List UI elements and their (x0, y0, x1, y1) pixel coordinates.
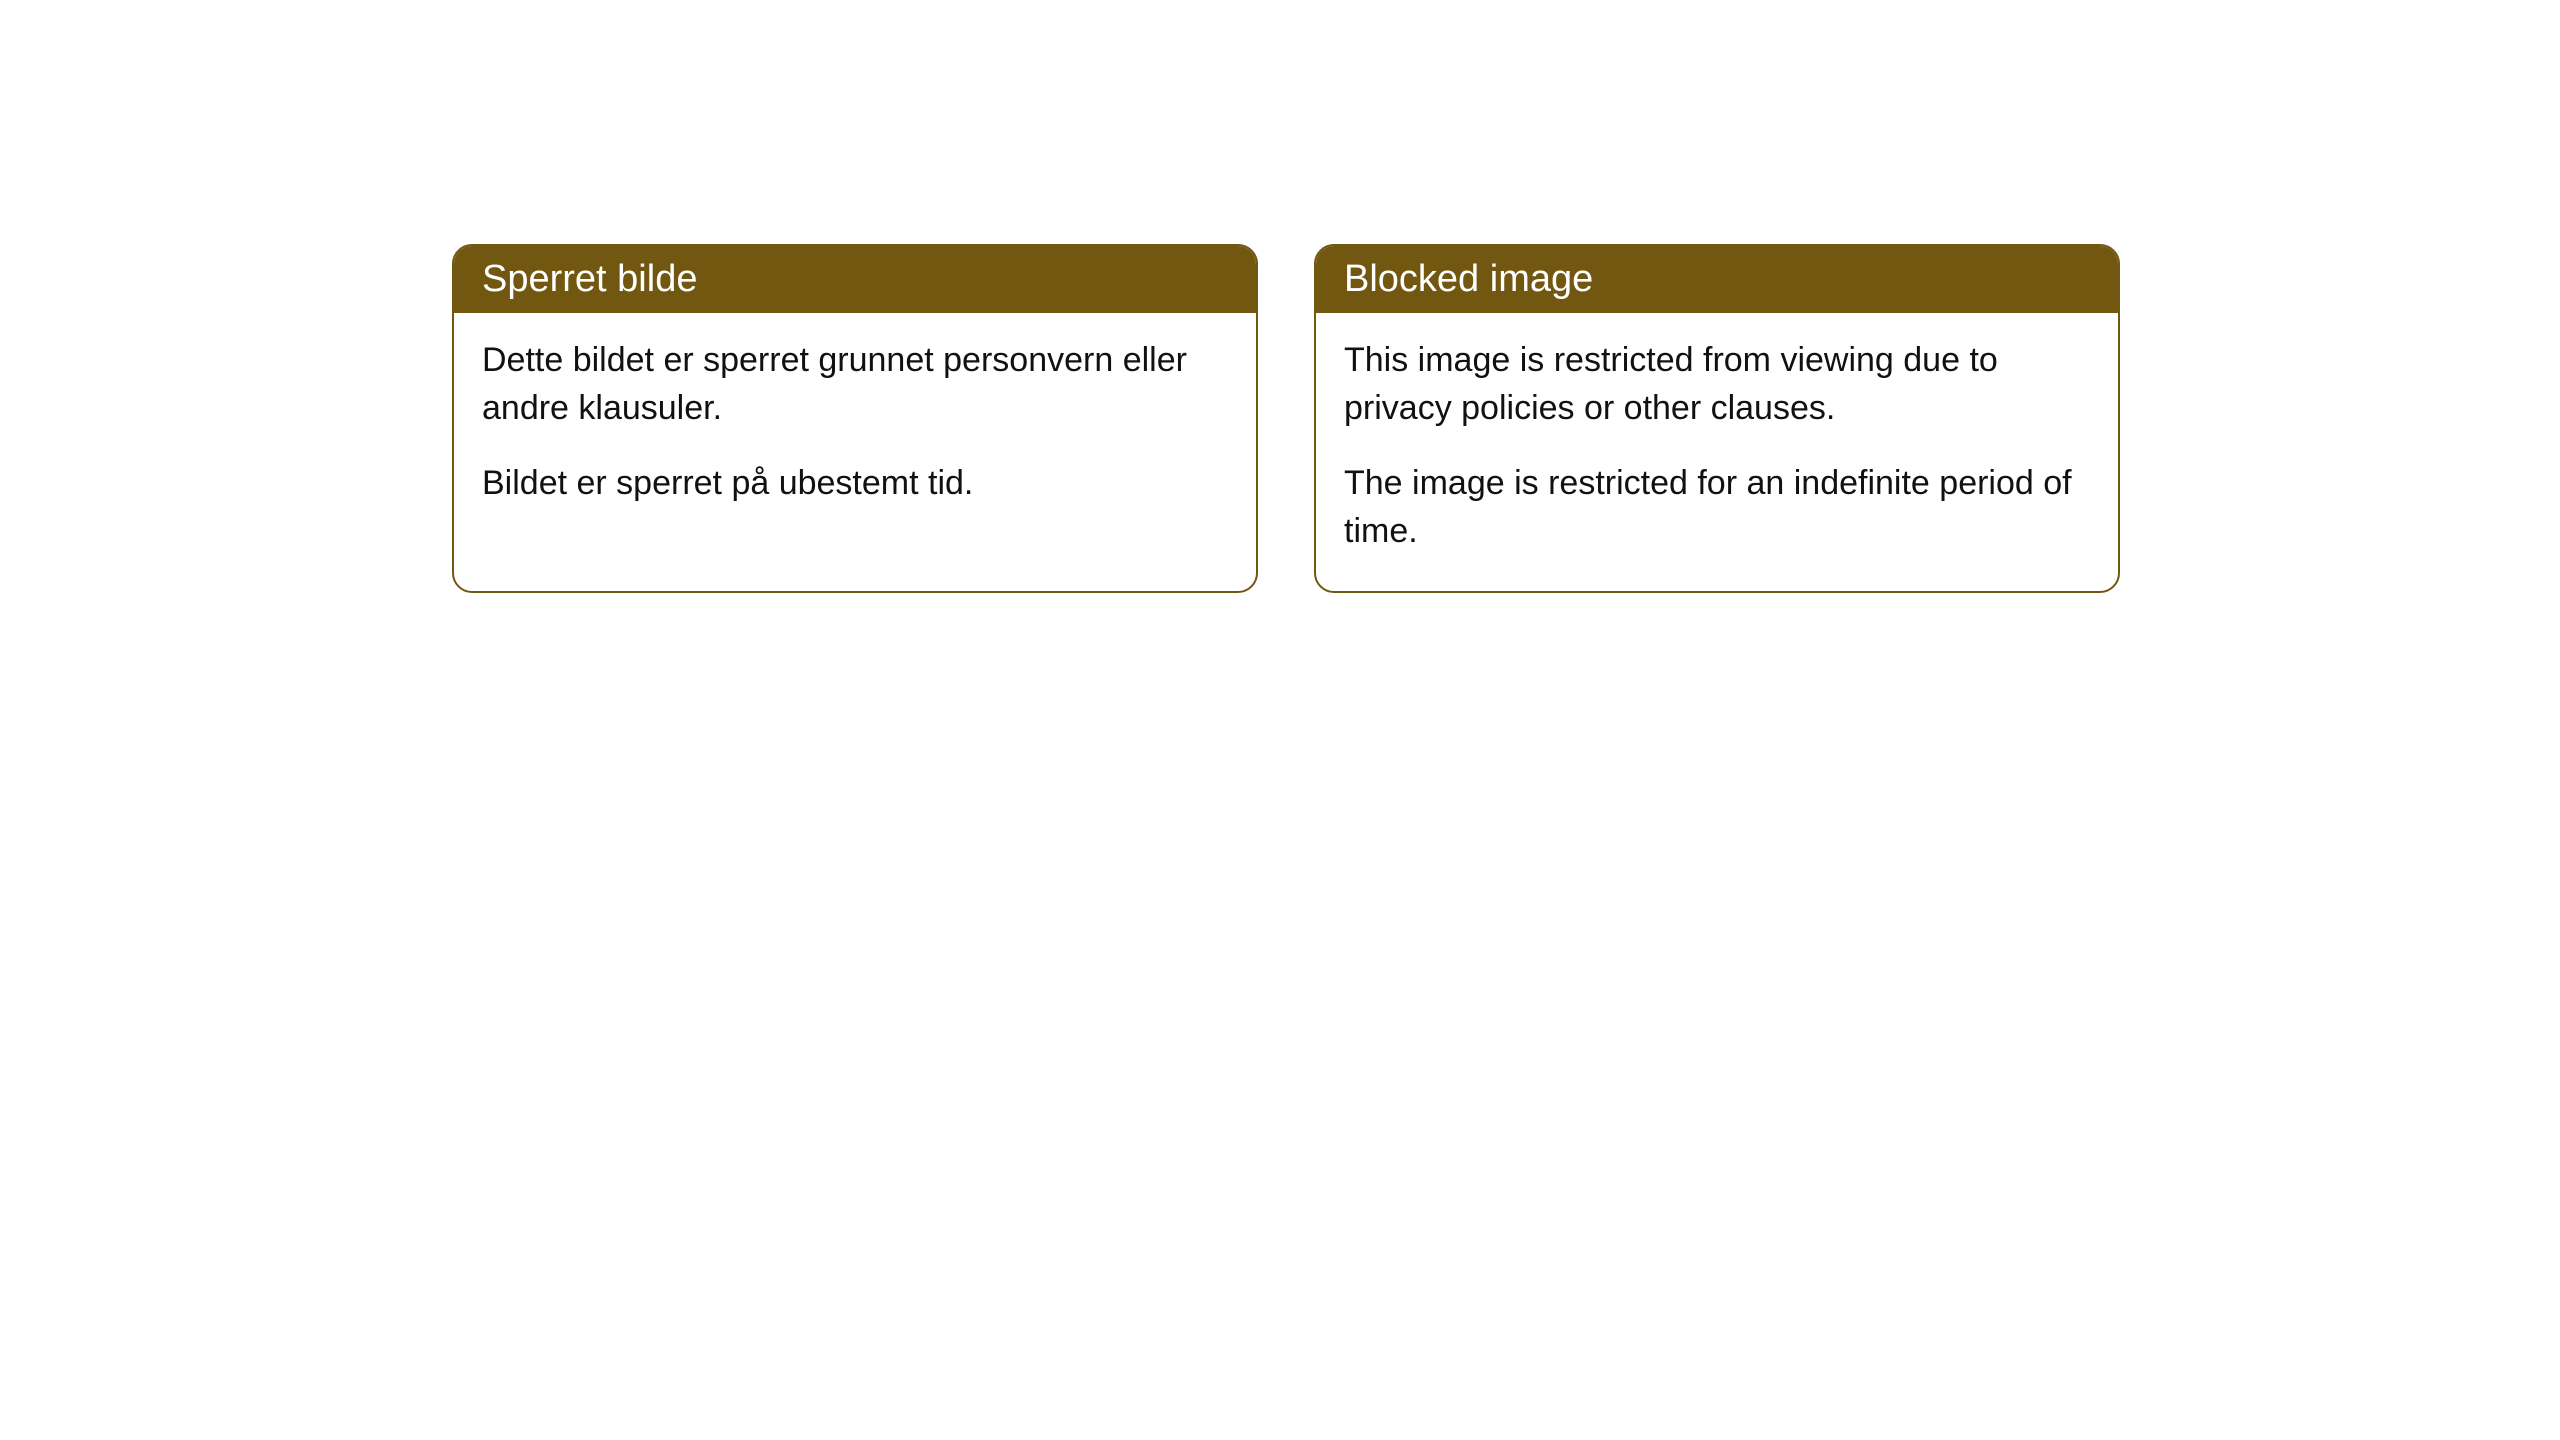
card-paragraph-1: Dette bildet er sperret grunnet personve… (482, 337, 1228, 432)
card-title: Sperret bilde (482, 258, 697, 300)
card-paragraph-2: Bildet er sperret på ubestemt tid. (482, 460, 1228, 508)
card-header-norwegian: Sperret bilde (454, 246, 1256, 313)
notice-cards-container: Sperret bilde Dette bildet er sperret gr… (452, 244, 2120, 593)
card-body-english: This image is restricted from viewing du… (1316, 313, 2118, 591)
card-header-english: Blocked image (1316, 246, 2118, 313)
blocked-image-card-norwegian: Sperret bilde Dette bildet er sperret gr… (452, 244, 1258, 593)
card-paragraph-2: The image is restricted for an indefinit… (1344, 460, 2090, 555)
card-body-norwegian: Dette bildet er sperret grunnet personve… (454, 313, 1256, 544)
blocked-image-card-english: Blocked image This image is restricted f… (1314, 244, 2120, 593)
card-title: Blocked image (1344, 258, 1593, 300)
card-paragraph-1: This image is restricted from viewing du… (1344, 337, 2090, 432)
